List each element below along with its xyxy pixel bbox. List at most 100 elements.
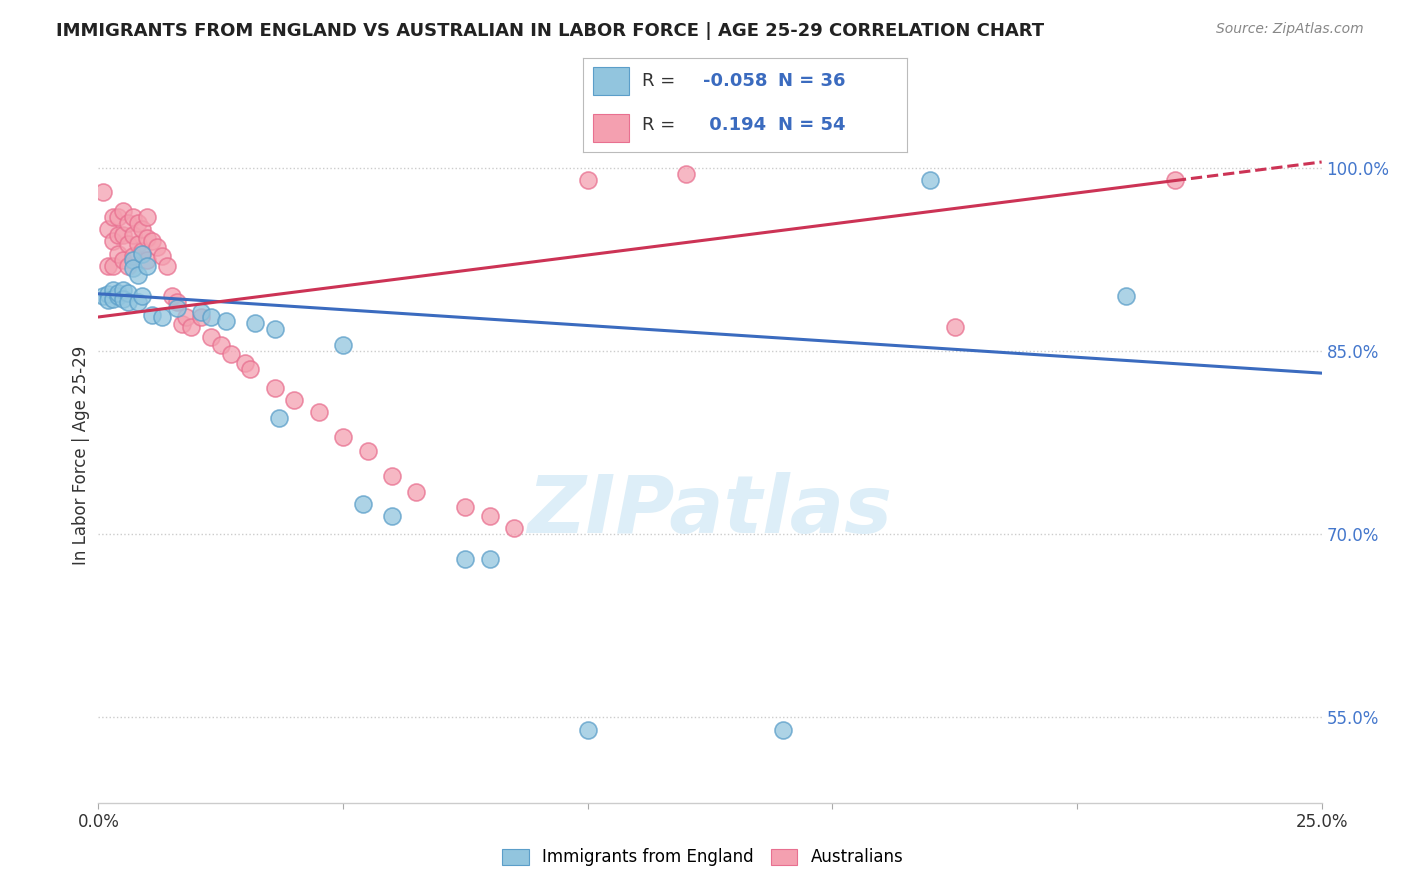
- Point: [101, 283, 124, 297]
- Point: [131, 289, 153, 303]
- Text: IMMIGRANTS FROM ENGLAND VS AUSTRALIAN IN LABOR FORCE | AGE 25-29 CORRELATION CHA: IMMIGRANTS FROM ENGLAND VS AUSTRALIAN IN…: [56, 22, 1045, 40]
- Point: [283, 392, 305, 407]
- Point: [190, 305, 212, 319]
- Legend: Immigrants from England, Australians: Immigrants from England, Australians: [494, 840, 912, 875]
- Point: [111, 283, 134, 297]
- Point: [101, 259, 124, 273]
- Point: [243, 316, 266, 330]
- Point: [127, 236, 149, 251]
- Point: [176, 310, 198, 324]
- Text: Source: ZipAtlas.com: Source: ZipAtlas.com: [1216, 22, 1364, 37]
- Point: [117, 216, 139, 230]
- Point: [190, 310, 212, 324]
- Point: [141, 235, 163, 249]
- Point: [111, 252, 134, 267]
- Point: [107, 285, 129, 300]
- Point: [200, 329, 222, 343]
- Point: [1164, 173, 1187, 187]
- Point: [1115, 289, 1137, 303]
- Point: [111, 228, 134, 243]
- Point: [180, 319, 202, 334]
- Point: [136, 252, 159, 267]
- Point: [117, 295, 139, 310]
- Point: [101, 292, 124, 306]
- Point: [146, 240, 169, 254]
- Point: [381, 468, 404, 483]
- Text: R =: R =: [641, 117, 675, 135]
- Point: [117, 259, 139, 273]
- Point: [454, 500, 477, 515]
- Point: [107, 246, 129, 260]
- Point: [121, 249, 143, 263]
- Point: [150, 249, 173, 263]
- Point: [478, 508, 501, 523]
- Point: [107, 210, 129, 224]
- Point: [97, 286, 120, 301]
- Point: [170, 318, 193, 332]
- Point: [352, 497, 374, 511]
- Point: [97, 293, 120, 307]
- Point: [107, 289, 129, 303]
- Point: [405, 484, 427, 499]
- Text: ZIPatlas: ZIPatlas: [527, 472, 893, 549]
- Point: [117, 236, 139, 251]
- Point: [200, 310, 222, 324]
- Point: [101, 235, 124, 249]
- Point: [121, 210, 143, 224]
- Text: N = 54: N = 54: [778, 117, 845, 135]
- Point: [107, 228, 129, 243]
- Point: [131, 222, 153, 236]
- Point: [233, 356, 256, 370]
- Point: [576, 723, 599, 737]
- Point: [131, 244, 153, 258]
- Point: [454, 551, 477, 566]
- Y-axis label: In Labor Force | Age 25-29: In Labor Force | Age 25-29: [72, 345, 90, 565]
- Point: [332, 338, 354, 352]
- Point: [127, 268, 149, 283]
- Point: [121, 228, 143, 243]
- Point: [156, 259, 179, 273]
- Point: [97, 259, 120, 273]
- Point: [356, 444, 378, 458]
- Point: [239, 362, 262, 376]
- Point: [920, 173, 942, 187]
- Text: 0.194: 0.194: [703, 117, 766, 135]
- Point: [332, 429, 354, 443]
- Point: [91, 186, 114, 200]
- Point: [943, 319, 966, 334]
- Point: [111, 203, 134, 218]
- Point: [675, 167, 697, 181]
- Point: [576, 173, 599, 187]
- Point: [503, 521, 526, 535]
- Point: [121, 252, 143, 267]
- Point: [160, 289, 183, 303]
- Point: [136, 230, 159, 244]
- Point: [209, 338, 232, 352]
- Point: [111, 292, 134, 306]
- Point: [478, 551, 501, 566]
- Point: [381, 508, 404, 523]
- Point: [269, 411, 291, 425]
- Point: [772, 723, 794, 737]
- Point: [214, 313, 236, 327]
- Point: [91, 289, 114, 303]
- Point: [127, 295, 149, 310]
- Point: [219, 346, 242, 360]
- Point: [136, 259, 159, 273]
- Point: [166, 295, 188, 310]
- Point: [308, 405, 330, 419]
- Point: [127, 216, 149, 230]
- Point: [97, 222, 120, 236]
- Point: [117, 285, 139, 300]
- Point: [166, 301, 188, 316]
- Point: [131, 246, 153, 260]
- Point: [101, 210, 124, 224]
- Text: R =: R =: [641, 72, 675, 90]
- Point: [150, 310, 173, 324]
- Text: -0.058: -0.058: [703, 72, 768, 90]
- Bar: [593, 114, 628, 142]
- Point: [136, 210, 159, 224]
- Bar: [593, 68, 628, 95]
- Point: [141, 308, 163, 322]
- Text: N = 36: N = 36: [778, 72, 845, 90]
